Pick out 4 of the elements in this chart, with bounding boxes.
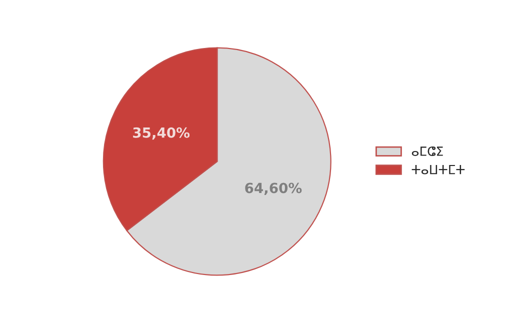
legend-label: ⴰⵎⵛⵉ xyxy=(412,146,443,156)
legend-label: ⵜⴰⵡⵜⵎⵜ xyxy=(412,165,465,174)
data-label: 35,40% xyxy=(133,127,190,140)
data-label: 64,60% xyxy=(245,182,302,195)
